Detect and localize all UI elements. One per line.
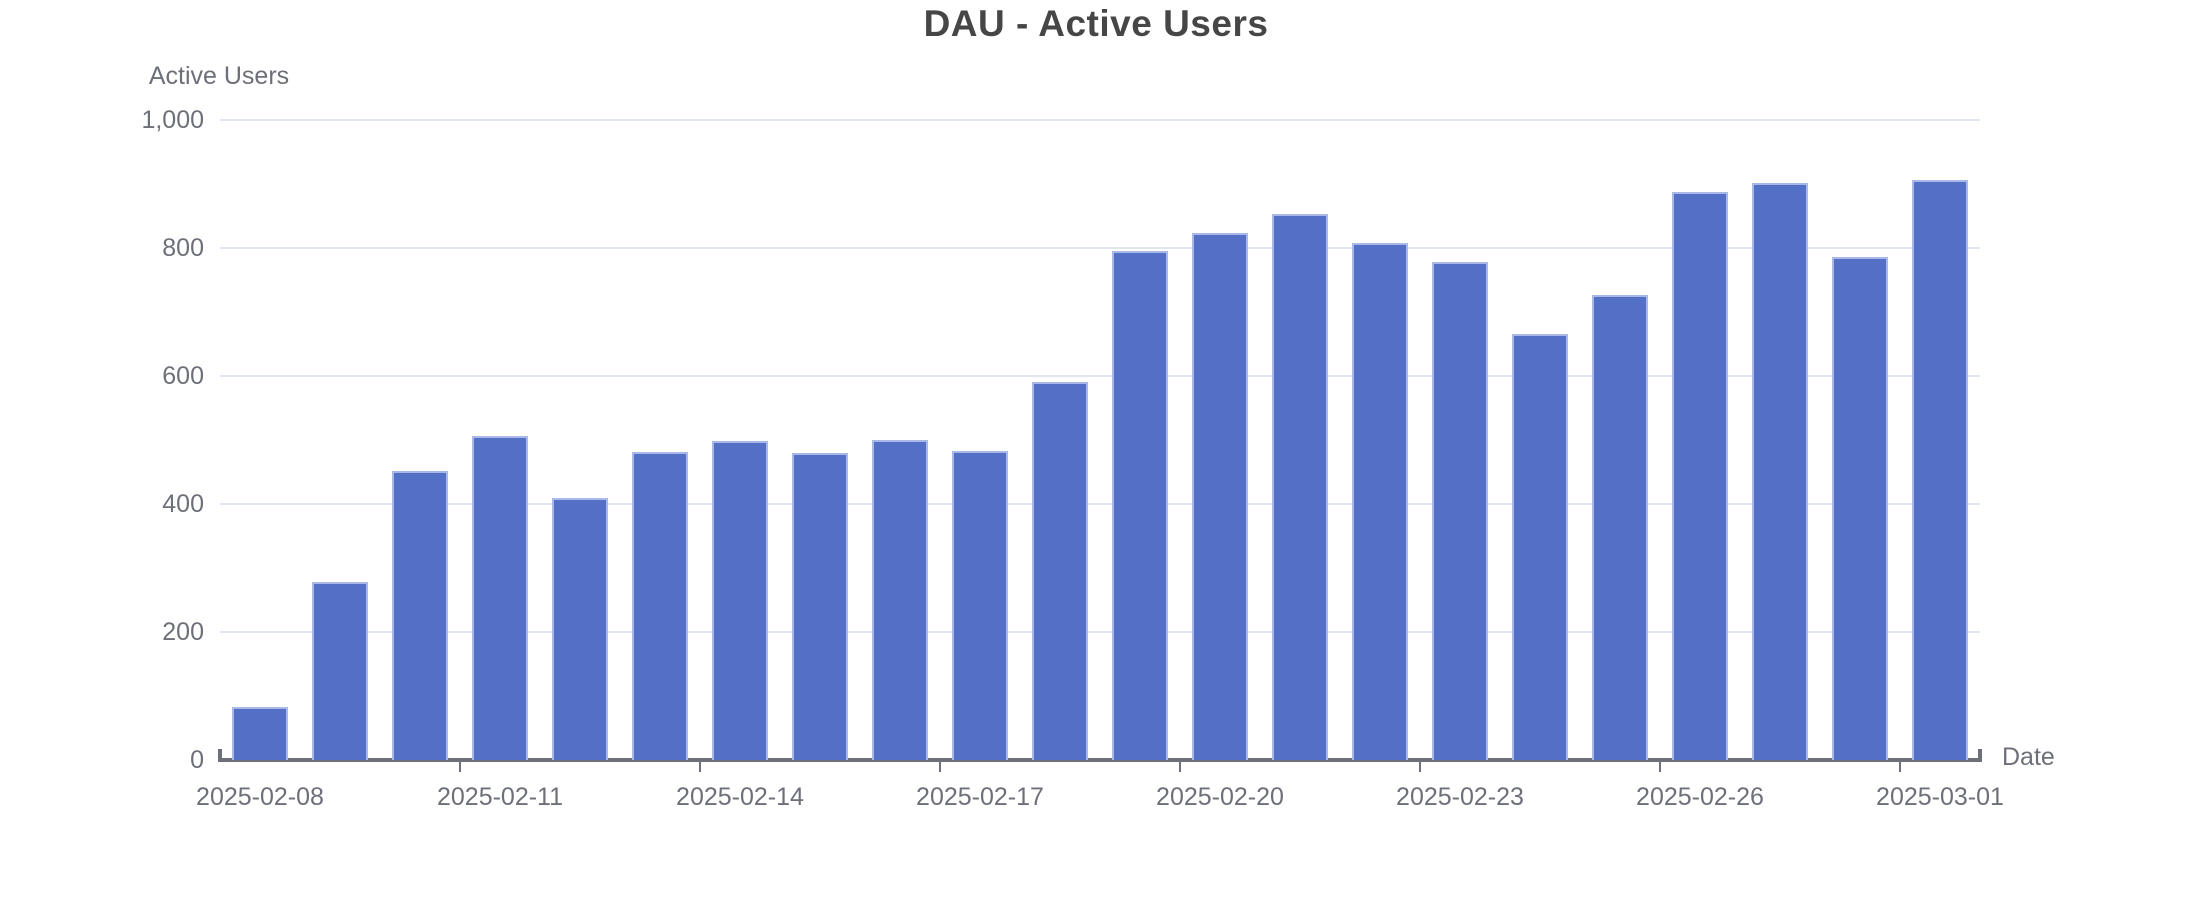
x-axis-name: Date	[2002, 743, 2055, 771]
gridline-1000	[220, 119, 1980, 121]
x-axis-endcap-right	[1978, 749, 1982, 762]
bar-2025-02-12[interactable]	[552, 498, 608, 760]
x-tick-label-2025-02-23: 2025-02-23	[1396, 783, 1524, 811]
x-axis-endcap-left	[218, 749, 222, 762]
bar-2025-02-18[interactable]	[1032, 382, 1088, 760]
bar-2025-02-26[interactable]	[1672, 192, 1728, 760]
bar-2025-02-11[interactable]	[472, 436, 528, 760]
bar-2025-02-24[interactable]	[1512, 334, 1568, 760]
x-tick-2025-02-11	[459, 762, 461, 772]
y-tick-label-0: 0	[190, 746, 204, 774]
y-axis-name: Active Users	[148, 62, 290, 90]
gridline-600	[220, 375, 1980, 377]
y-tick-label-400: 400	[162, 490, 204, 518]
x-tick-label-2025-02-08: 2025-02-08	[196, 783, 324, 811]
y-tick-label-800: 800	[162, 234, 204, 262]
x-tick-2025-02-26	[1659, 762, 1661, 772]
bar-2025-02-09[interactable]	[312, 582, 368, 760]
gridline-200	[220, 631, 1980, 633]
x-tick-2025-02-14	[699, 762, 701, 772]
x-tick-2025-02-17	[939, 762, 941, 772]
bar-2025-02-20[interactable]	[1192, 233, 1248, 760]
bar-2025-02-22[interactable]	[1352, 243, 1408, 760]
y-tick-label-600: 600	[162, 362, 204, 390]
bar-2025-02-28[interactable]	[1832, 257, 1888, 760]
x-tick-label-2025-02-20: 2025-02-20	[1156, 783, 1284, 811]
bar-2025-02-25[interactable]	[1592, 295, 1648, 760]
bar-2025-02-23[interactable]	[1432, 262, 1488, 760]
x-tick-2025-02-23	[1419, 762, 1421, 772]
bar-2025-02-14[interactable]	[712, 441, 768, 760]
bar-2025-02-16[interactable]	[872, 440, 928, 760]
bar-2025-02-17[interactable]	[952, 451, 1008, 760]
bar-2025-02-08[interactable]	[232, 707, 288, 760]
x-tick-label-2025-02-14: 2025-02-14	[676, 783, 804, 811]
bar-2025-02-10[interactable]	[392, 471, 448, 760]
y-tick-label-200: 200	[162, 618, 204, 646]
bar-2025-03-01[interactable]	[1912, 180, 1968, 760]
x-tick-label-2025-03-01: 2025-03-01	[1876, 783, 2004, 811]
gridline-800	[220, 247, 1980, 249]
bar-2025-02-21[interactable]	[1272, 214, 1328, 760]
x-tick-label-2025-02-11: 2025-02-11	[436, 783, 564, 811]
x-axis-line	[218, 758, 1982, 762]
chart-title: DAU - Active Users	[923, 3, 1269, 44]
bar-2025-02-13[interactable]	[632, 452, 688, 760]
gridline-400	[220, 503, 1980, 505]
x-tick-2025-02-20	[1179, 762, 1181, 772]
x-tick-label-2025-02-26: 2025-02-26	[1636, 783, 1764, 811]
x-tick-label-2025-02-17: 2025-02-17	[916, 783, 1044, 811]
x-tick-2025-03-01	[1899, 762, 1901, 772]
bar-2025-02-19[interactable]	[1112, 251, 1168, 760]
bar-2025-02-27[interactable]	[1752, 183, 1808, 760]
bar-2025-02-15[interactable]	[792, 453, 848, 760]
y-tick-label-1000: 1,000	[141, 106, 204, 134]
plot-area	[218, 119, 1982, 772]
